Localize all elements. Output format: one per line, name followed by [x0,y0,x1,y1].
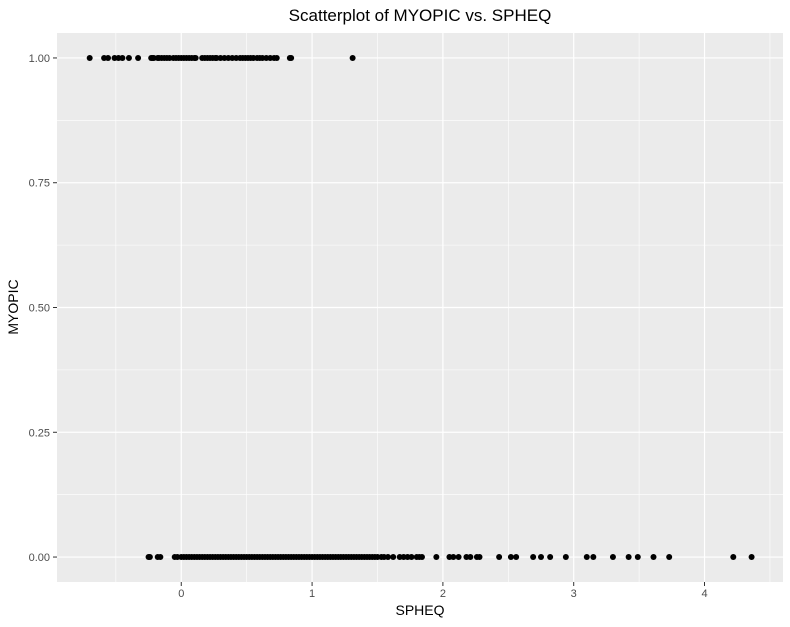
data-point [496,554,503,561]
data-point [192,54,199,61]
chart-title: Scatterplot of MYOPIC vs. SPHEQ [289,6,552,25]
y-tick-label: 0.25 [29,427,50,439]
data-point [384,554,391,561]
data-point [609,554,616,561]
x-tick-label: 1 [309,588,315,600]
data-point [349,54,356,61]
data-point [538,554,544,561]
data-point [390,554,397,561]
x-tick-label: 2 [440,588,446,600]
data-point [157,554,164,561]
data-point [105,54,112,61]
data-point [288,54,295,61]
data-point [666,554,673,561]
y-tick-label: 0.50 [29,303,50,315]
data-point [125,54,132,61]
data-point [119,54,126,61]
x-tick-label: 3 [571,588,577,600]
y-tick-label: 0.00 [29,552,50,564]
data-point [530,554,537,561]
x-tick-label: 4 [701,588,707,600]
y-tick-label: 1.00 [29,53,50,65]
data-point [433,554,440,561]
data-point [730,554,737,561]
data-point [273,54,280,61]
data-point [455,554,462,561]
data-point [408,554,415,561]
data-point [562,554,569,561]
data-point [476,554,483,561]
data-point [86,54,93,61]
data-point [625,554,632,561]
y-axis-ticks: 0.00 0.25 0.50 0.75 1.00 [29,53,57,564]
data-point [547,554,554,561]
y-tick-label: 0.75 [29,178,50,190]
data-point [583,554,590,561]
data-point [467,554,474,561]
y-axis-title: MYOPIC [5,279,21,334]
data-point [748,554,755,561]
x-axis-ticks: 0 1 2 3 4 [178,582,708,600]
data-point [513,554,520,561]
data-point [507,554,514,561]
data-points [86,54,755,561]
data-point [135,54,142,61]
x-tick-label: 0 [178,588,184,600]
data-point [450,554,457,561]
data-point [418,554,425,561]
data-point [590,554,597,561]
data-point [146,554,153,561]
x-axis-title: SPHEQ [395,602,444,618]
data-point [650,554,657,561]
data-point [634,554,641,561]
